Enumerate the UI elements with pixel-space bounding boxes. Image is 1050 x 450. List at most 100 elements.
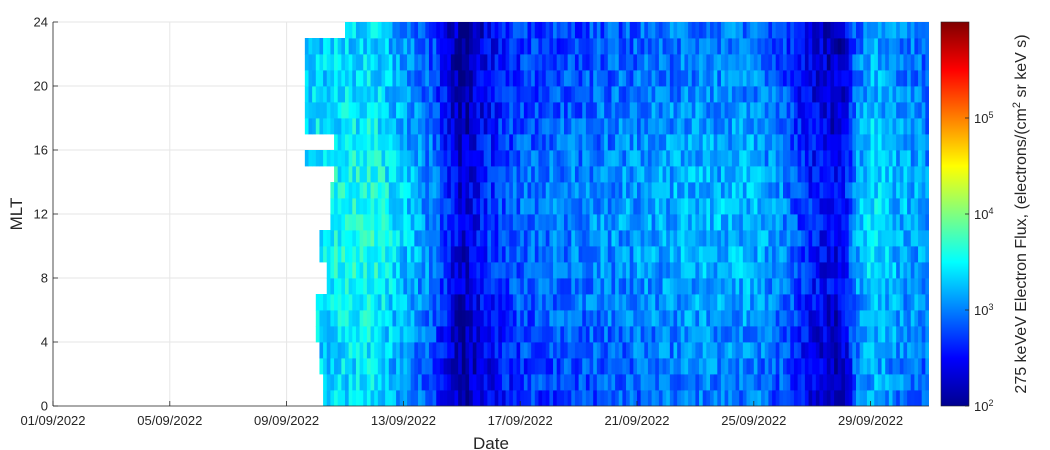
- heatmap-cell: [852, 342, 857, 359]
- heatmap-cell: [520, 150, 525, 167]
- heatmap-cell: [363, 310, 368, 327]
- heatmap-cell: [830, 230, 835, 247]
- heatmap-cell: [921, 246, 926, 263]
- heatmap-cell: [677, 374, 682, 391]
- heatmap-cell: [363, 22, 368, 39]
- heatmap-cell: [870, 182, 875, 199]
- heatmap-cell: [907, 166, 912, 183]
- heatmap-cell: [516, 118, 521, 135]
- heatmap-cell: [337, 134, 342, 151]
- heatmap-cell: [812, 390, 817, 406]
- y-tick-label: 4: [41, 335, 48, 350]
- heatmap-cell: [527, 246, 532, 263]
- heatmap-cell: [793, 182, 798, 199]
- heatmap-cell: [812, 182, 817, 199]
- heatmap-cell: [366, 358, 371, 375]
- heatmap-cell: [859, 150, 864, 167]
- heatmap-cell: [866, 86, 871, 103]
- heatmap-cell: [877, 390, 882, 406]
- heatmap-cell: [819, 86, 824, 103]
- heatmap-cell: [480, 150, 485, 167]
- heatmap-cell: [790, 278, 795, 295]
- heatmap-cell: [312, 38, 317, 55]
- heatmap-cell: [633, 198, 638, 215]
- heatmap-cell: [793, 246, 798, 263]
- heatmap-cell: [863, 134, 868, 151]
- heatmap-cell: [903, 358, 908, 375]
- heatmap-cell: [728, 54, 733, 71]
- heatmap-cell: [461, 214, 466, 231]
- heatmap-cell: [520, 294, 525, 311]
- heatmap-cell: [757, 54, 762, 71]
- heatmap-cell: [662, 278, 667, 295]
- heatmap-cell: [366, 134, 371, 151]
- heatmap-cell: [385, 214, 390, 231]
- heatmap-cell: [458, 310, 463, 327]
- heatmap-cell: [363, 358, 368, 375]
- y-axis-title: MLT: [7, 198, 26, 231]
- heatmap-cell: [618, 358, 623, 375]
- heatmap-cell: [899, 38, 904, 55]
- heatmap-cell: [699, 118, 704, 135]
- heatmap-cell: [388, 246, 393, 263]
- heatmap-cell: [702, 54, 707, 71]
- heatmap-cell: [720, 102, 725, 119]
- heatmap-cell: [815, 342, 820, 359]
- heatmap-cell: [666, 246, 671, 263]
- heatmap-cell: [516, 278, 521, 295]
- heatmap-cell: [717, 310, 722, 327]
- heatmap-cell: [691, 230, 696, 247]
- heatmap-cell: [443, 262, 448, 279]
- heatmap-cell: [695, 214, 700, 231]
- heatmap-cell: [447, 278, 452, 295]
- heatmap-cell: [896, 134, 901, 151]
- heatmap-cell: [392, 310, 397, 327]
- heatmap-cell: [418, 310, 423, 327]
- heatmap-cell: [607, 358, 612, 375]
- heatmap-cell: [677, 230, 682, 247]
- heatmap-cell: [739, 134, 744, 151]
- heatmap-cell: [801, 166, 806, 183]
- heatmap-cell: [848, 86, 853, 103]
- heatmap-cell: [454, 310, 459, 327]
- heatmap-cell: [447, 182, 452, 199]
- heatmap-cell: [888, 230, 893, 247]
- heatmap-cell: [611, 246, 616, 263]
- heatmap-cell: [870, 198, 875, 215]
- heatmap-cell: [761, 278, 766, 295]
- heatmap-cell: [688, 390, 693, 406]
- heatmap-cell: [501, 246, 506, 263]
- heatmap-cell: [870, 278, 875, 295]
- heatmap-cell: [326, 246, 331, 263]
- heatmap-cell: [432, 134, 437, 151]
- heatmap-cell: [804, 102, 809, 119]
- heatmap-cell: [571, 118, 576, 135]
- heatmap-cell: [801, 230, 806, 247]
- heatmap-cell: [673, 86, 678, 103]
- heatmap-cell: [684, 374, 689, 391]
- heatmap-cell: [465, 246, 470, 263]
- heatmap-cell: [724, 166, 729, 183]
- heatmap-cell: [925, 38, 929, 55]
- heatmap-cell: [834, 230, 839, 247]
- heatmap-cell: [888, 54, 893, 71]
- heatmap-cell: [501, 342, 506, 359]
- heatmap-cell: [863, 358, 868, 375]
- heatmap-cell: [885, 294, 890, 311]
- heatmap-cell: [848, 38, 853, 55]
- heatmap-cell: [834, 358, 839, 375]
- heatmap-cell: [618, 278, 623, 295]
- heatmap-cell: [556, 390, 561, 406]
- heatmap-cell: [607, 70, 612, 87]
- heatmap-cell: [647, 134, 652, 151]
- heatmap-cell: [396, 310, 401, 327]
- heatmap-cell: [888, 342, 893, 359]
- heatmap-cell: [370, 22, 375, 39]
- heatmap-cell: [907, 342, 912, 359]
- heatmap-cell: [874, 102, 879, 119]
- heatmap-cell: [403, 86, 408, 103]
- heatmap-cell: [779, 54, 784, 71]
- heatmap-cell: [863, 262, 868, 279]
- heatmap-cell: [370, 390, 375, 406]
- heatmap-cell: [841, 54, 846, 71]
